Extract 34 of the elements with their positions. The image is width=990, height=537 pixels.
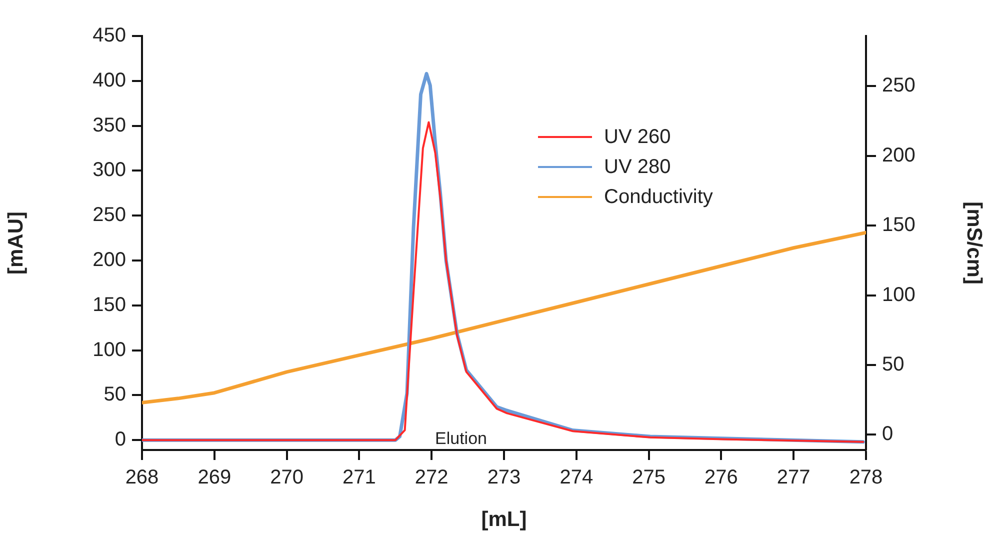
x-axis-title: [mL] xyxy=(481,508,527,532)
y-tick-label: 0 xyxy=(114,428,126,451)
x-tick-label: 273 xyxy=(487,466,521,489)
x-tick-label: 268 xyxy=(125,466,159,489)
y-tick-label: 50 xyxy=(104,384,126,406)
y2-tick-label: 200 xyxy=(882,144,916,166)
x-tick-label: 271 xyxy=(342,466,376,489)
y-tick-label: 250 xyxy=(92,204,126,226)
y-axis-title: [mAU] xyxy=(4,212,28,274)
legend-label: Conductivity xyxy=(604,186,713,208)
y2-tick-label: 50 xyxy=(882,353,904,376)
x-tick-label: 269 xyxy=(198,466,232,489)
y-tick-label: 300 xyxy=(92,159,126,182)
y2-tick-label: 100 xyxy=(882,284,916,306)
y-tick-label: 450 xyxy=(92,24,126,47)
legend-label: UV 260 xyxy=(604,126,671,148)
y-tick-label: 100 xyxy=(92,338,126,361)
x-tick-label: 278 xyxy=(849,466,883,489)
y-tick-label: 350 xyxy=(92,114,126,136)
legend-label: UV 280 xyxy=(604,156,671,178)
y2-axis-title: [mS/cm] xyxy=(962,202,986,284)
x-tick-label: 275 xyxy=(632,466,666,489)
y-tick-label: 400 xyxy=(92,69,126,92)
annotation: Elution xyxy=(435,429,487,448)
y-tick-label: 150 xyxy=(92,294,126,316)
y2-tick-label: 0 xyxy=(882,423,894,446)
x-tick-label: 274 xyxy=(560,466,594,489)
y-tick-label: 200 xyxy=(92,249,126,272)
y2-tick-label: 250 xyxy=(882,74,916,97)
x-tick-label: 270 xyxy=(270,466,304,489)
x-tick-label: 277 xyxy=(776,466,810,489)
x-tick-label: 276 xyxy=(704,466,738,489)
x-tick-label: 272 xyxy=(414,466,448,489)
y2-tick-label: 150 xyxy=(882,214,916,236)
